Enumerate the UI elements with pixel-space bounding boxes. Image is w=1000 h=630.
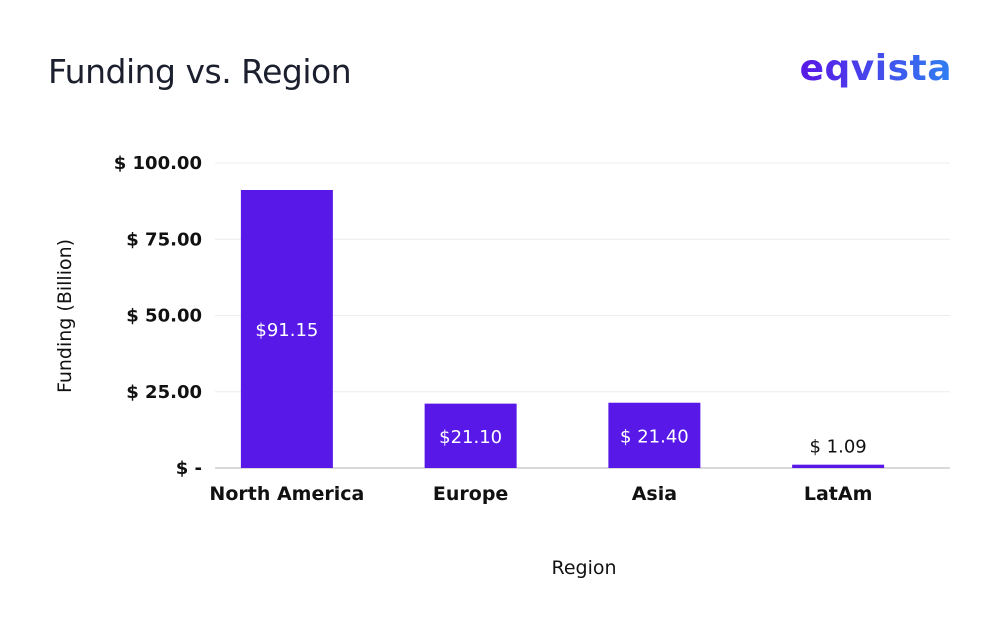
bar [240,189,333,468]
eqvista-logo: eqvista [799,48,952,89]
bar [608,402,701,468]
y-tick-label: $ 100.00 [114,153,202,174]
data-label: $ 21.40 [620,426,689,447]
data-label: $ 1.09 [809,437,866,458]
x-tick-label: Europe [433,483,508,505]
data-label: $91.15 [255,320,318,341]
y-tick-label: $ 75.00 [126,229,202,250]
y-tick-label: $ 50.00 [126,306,202,327]
x-axis-label: Region [551,557,616,579]
x-tick-label: North America [209,483,364,505]
y-tick-label: $ 25.00 [126,382,202,403]
bar [424,403,517,468]
y-axis-label: Funding (Billion) [54,239,76,393]
bar [792,464,885,468]
x-tick-label: Asia [632,483,677,505]
data-label: $21.10 [439,427,502,448]
x-tick-label: LatAm [804,483,873,505]
y-tick-label: $ - [176,458,202,479]
chart-title: Funding vs. Region [48,52,352,91]
